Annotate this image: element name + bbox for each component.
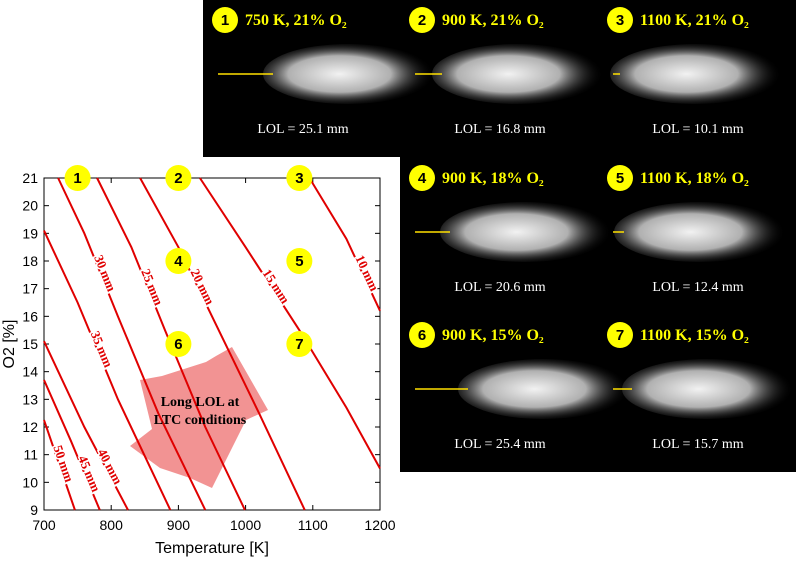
lol-label: LOL = 25.4 mm xyxy=(454,437,545,452)
contour-line xyxy=(43,379,101,511)
panel-title: 900 K, 21% O₂ xyxy=(442,12,544,29)
x-axis-label: Temperature [K] xyxy=(155,540,269,557)
condition-point xyxy=(165,331,192,357)
x-tick-label: 1200 xyxy=(364,517,395,533)
lol-label: LOL = 12.4 mm xyxy=(652,280,743,295)
y-tick-label: 9 xyxy=(30,502,38,518)
panel-badge xyxy=(607,165,633,191)
panel-number: 2 xyxy=(418,12,426,29)
flame xyxy=(458,359,628,419)
condition-number: 7 xyxy=(295,336,303,353)
condition-number: 3 xyxy=(295,170,303,187)
condition-point xyxy=(286,165,313,191)
condition-number: 4 xyxy=(174,253,183,270)
contour-line xyxy=(57,177,207,511)
lol-label: LOL = 16.8 mm xyxy=(454,122,545,137)
y-tick-label: 13 xyxy=(22,391,38,407)
annotation: LTC conditions xyxy=(154,413,247,428)
y-tick-label: 16 xyxy=(22,308,38,324)
y-tick-label: 17 xyxy=(22,281,38,297)
y-axis-label: O2 [%] xyxy=(1,320,18,369)
flame xyxy=(263,44,433,104)
lol-label: LOL = 10.1 mm xyxy=(652,122,743,137)
panel-title: 1100 K, 15% O₂ xyxy=(640,327,749,344)
panel-title: 900 K, 18% O₂ xyxy=(442,170,544,187)
panel-number: 1 xyxy=(221,12,229,29)
lol-label: LOL = 20.6 mm xyxy=(454,280,545,295)
y-tick-label: 14 xyxy=(22,364,38,380)
x-tick-label: 1000 xyxy=(230,517,261,533)
lol-label: LOL = 15.7 mm xyxy=(652,437,743,452)
condition-point xyxy=(286,248,313,274)
y-tick-label: 12 xyxy=(22,419,38,435)
condition-point xyxy=(165,248,192,274)
y-tick-label: 21 xyxy=(22,170,38,186)
condition-point xyxy=(286,331,313,357)
y-tick-label: 20 xyxy=(22,198,38,214)
x-tick-label: 900 xyxy=(167,517,191,533)
panel-badge xyxy=(212,7,238,33)
y-tick-label: 10 xyxy=(22,474,38,490)
panel-badge xyxy=(409,7,435,33)
lol-label: LOL = 25.1 mm xyxy=(257,122,348,137)
flame xyxy=(432,44,602,104)
panel-number: 4 xyxy=(418,170,427,187)
condition-number: 2 xyxy=(174,170,182,187)
y-tick-label: 15 xyxy=(22,336,38,352)
condition-number: 1 xyxy=(73,170,81,187)
contour-line xyxy=(43,230,172,511)
contour-line xyxy=(96,177,246,511)
flame xyxy=(610,44,780,104)
y-tick-label: 18 xyxy=(22,253,38,269)
x-tick-label: 800 xyxy=(100,517,124,533)
panel-badge xyxy=(409,322,435,348)
x-tick-label: 1100 xyxy=(298,517,328,533)
condition-number: 5 xyxy=(295,253,303,270)
contour-line xyxy=(43,419,76,511)
y-tick-label: 19 xyxy=(22,225,38,241)
condition-number: 6 xyxy=(174,336,182,353)
panel-title: 900 K, 15% O₂ xyxy=(442,327,544,344)
panel-number: 5 xyxy=(616,170,624,187)
annotation: Long LOL at xyxy=(161,395,240,410)
panel-title: 1100 K, 21% O₂ xyxy=(640,12,749,29)
condition-point xyxy=(64,165,91,191)
panel-title: 1100 K, 18% O₂ xyxy=(640,170,749,187)
contour-line xyxy=(308,177,381,312)
flame xyxy=(440,202,610,262)
contour-line xyxy=(139,177,306,511)
panel-number: 7 xyxy=(616,327,624,344)
panel-badge xyxy=(607,322,633,348)
panel-badge xyxy=(607,7,633,33)
panel-badge xyxy=(409,165,435,191)
arrow xyxy=(130,347,268,488)
contour-line xyxy=(43,340,129,511)
y-tick-label: 11 xyxy=(23,447,38,463)
panel-number: 6 xyxy=(418,327,426,344)
panel-number: 3 xyxy=(616,12,624,29)
condition-point xyxy=(165,165,192,191)
panel-title: 750 K, 21% O₂ xyxy=(245,12,347,29)
flame xyxy=(622,359,792,419)
contour-line xyxy=(199,177,381,469)
flame xyxy=(614,202,784,262)
x-tick-label: 700 xyxy=(32,517,56,533)
